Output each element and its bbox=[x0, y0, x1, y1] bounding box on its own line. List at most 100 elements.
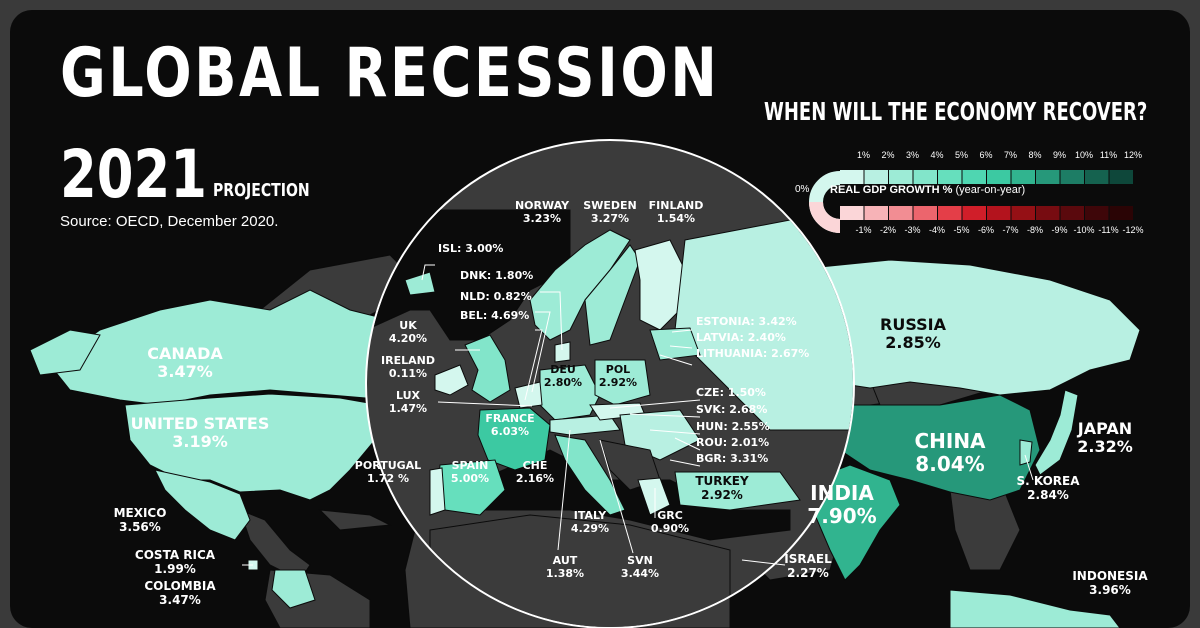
denmark-shape bbox=[554, 341, 571, 363]
legend-negative-scale bbox=[840, 206, 1133, 220]
legend-tick-positive: 3% bbox=[905, 150, 920, 160]
label-south-korea: S. KOREA 2.84% bbox=[1016, 474, 1080, 502]
baltics-shape bbox=[649, 327, 701, 361]
legend-swatch-negative bbox=[987, 206, 1011, 220]
legend-tick-positive: 12% bbox=[1123, 150, 1143, 160]
legend-tick-positive: 11% bbox=[1099, 150, 1118, 160]
uk-shape bbox=[464, 334, 511, 403]
ireland-shape bbox=[434, 364, 469, 396]
legend-tick-positive: 7% bbox=[1003, 150, 1018, 160]
legend-arc-neg bbox=[809, 201, 841, 233]
legend-tick-negative: -3% bbox=[904, 225, 921, 235]
label-turkey: TURKEY 2.92% bbox=[695, 474, 749, 502]
turkey-shape bbox=[674, 471, 801, 511]
indonesia-shape bbox=[949, 589, 1121, 628]
legend-tick-positive: 9% bbox=[1052, 150, 1067, 160]
label-hungary: HUN: 2.55% bbox=[696, 420, 770, 433]
world-map bbox=[29, 139, 1141, 628]
legend-positive-scale bbox=[840, 170, 1133, 184]
label-russia: RUSSIA 2.85% bbox=[880, 315, 946, 353]
legend-swatch-positive bbox=[913, 170, 937, 184]
page-subtitle: WHEN WILL THE ECONOMY RECOVER? bbox=[764, 97, 1148, 126]
north-africa-eu-shape bbox=[429, 514, 731, 627]
leader-aut bbox=[557, 429, 571, 551]
legend-tick-negative: -6% bbox=[977, 225, 995, 235]
label-slovakia: SVK: 2.68% bbox=[696, 403, 768, 416]
sweden-shape bbox=[584, 244, 641, 346]
label-japan: JAPAN 2.32% bbox=[1077, 419, 1133, 457]
greece-shape bbox=[637, 477, 671, 516]
legend-swatch-negative bbox=[1109, 206, 1133, 220]
label-uk: UK 4.20% bbox=[388, 319, 428, 345]
poland-shape bbox=[594, 359, 651, 406]
legend-swatch-positive bbox=[1011, 170, 1035, 184]
legend-tick-positive: 1% bbox=[856, 150, 871, 160]
leader-lithuania bbox=[659, 354, 693, 366]
legend-tick-negative: -8% bbox=[1026, 225, 1044, 235]
legend-swatch-negative bbox=[1011, 206, 1035, 220]
legend-tick-negative: -12% bbox=[1122, 225, 1144, 235]
label-china: CHINA 8.04% bbox=[914, 429, 986, 476]
label-lithuania: LITHUANIA: 2.67% bbox=[696, 347, 810, 360]
legend-tick-positive: 6% bbox=[979, 150, 993, 160]
france-shape bbox=[477, 407, 551, 471]
netherlands-belgium-shape bbox=[514, 381, 543, 409]
leader-lux bbox=[437, 401, 533, 407]
legend-tick-positive: 5% bbox=[954, 150, 969, 160]
legend-swatch-positive bbox=[864, 170, 888, 184]
leader-nld bbox=[531, 311, 551, 393]
label-spain: SPAIN 5.00% bbox=[450, 459, 490, 485]
colombia-shape bbox=[271, 569, 316, 609]
leader-latvia bbox=[669, 345, 693, 349]
legend-swatch-positive bbox=[987, 170, 1011, 184]
projection-label: PROJECTION bbox=[213, 180, 310, 201]
caribbean-shape bbox=[318, 509, 392, 531]
china-shape bbox=[824, 394, 1041, 501]
finland-shape bbox=[634, 239, 686, 331]
leader-svk bbox=[629, 413, 701, 418]
label-luxembourg: LUX 1.47% bbox=[388, 389, 428, 415]
label-ireland: IRELAND 0.11% bbox=[381, 354, 435, 380]
leader-bel bbox=[524, 329, 543, 401]
label-slovenia: SVN 3.44% bbox=[620, 554, 660, 580]
label-netherlands: NLD: 0.82% bbox=[460, 290, 532, 303]
legend-swatch-negative bbox=[913, 206, 937, 220]
label-united-states: UNITED STATES 3.19% bbox=[130, 414, 270, 452]
legend-tick-positive: 4% bbox=[930, 150, 944, 160]
label-denmark: DNK: 1.80% bbox=[460, 269, 534, 282]
leader-israel bbox=[741, 559, 786, 566]
portugal-shape bbox=[429, 467, 446, 516]
leader-bgr bbox=[669, 459, 701, 467]
label-switzerland: CHE 2.16% bbox=[515, 459, 555, 485]
label-india: INDIA 7.90% bbox=[807, 481, 877, 528]
label-estonia: ESTONIA: 3.42% bbox=[696, 315, 797, 328]
label-germany: DEU 2.80% bbox=[543, 363, 583, 389]
japan-shape bbox=[1034, 389, 1079, 476]
year-label: 2021 bbox=[60, 136, 207, 213]
label-france: FRANCE 6.03% bbox=[485, 412, 535, 438]
legend-tick-negative: -9% bbox=[1051, 225, 1068, 235]
leader-hun bbox=[649, 429, 701, 435]
leader-cze bbox=[609, 399, 701, 409]
label-czechia: CZE: 1.50% bbox=[696, 386, 766, 399]
legend-swatch-negative bbox=[962, 206, 986, 220]
legend-swatch-negative bbox=[840, 206, 864, 220]
legend-swatch-negative bbox=[1085, 206, 1109, 220]
legend-swatch-positive bbox=[1036, 170, 1060, 184]
source-note: Source: OECD, December 2020. bbox=[60, 213, 279, 230]
leader-estonia bbox=[671, 329, 693, 333]
legend-swatch-positive bbox=[1109, 170, 1133, 184]
label-latvia: LATVIA: 2.40% bbox=[696, 331, 786, 344]
korea-shape bbox=[1019, 439, 1033, 466]
label-colombia: COLOMBIA 3.47% bbox=[144, 579, 216, 607]
legend-title: REAL GDP GROWTH % (year-on-year) bbox=[830, 184, 1025, 196]
label-indonesia: INDONESIA 3.96% bbox=[1072, 569, 1148, 597]
label-belgium: BEL: 4.69% bbox=[460, 309, 530, 322]
label-italy: ITALY 4.29% bbox=[570, 509, 610, 535]
legend-swatch-positive bbox=[938, 170, 962, 184]
legend-tick-positive: 2% bbox=[881, 150, 895, 160]
infographic-canvas: GLOBAL RECESSION WHEN WILL THE ECONOMY R… bbox=[10, 10, 1190, 628]
label-austria: AUT 1.38% bbox=[545, 554, 585, 580]
label-iceland: ISL: 3.00% bbox=[438, 242, 504, 255]
legend-title-main: REAL GDP GROWTH % bbox=[830, 184, 953, 196]
